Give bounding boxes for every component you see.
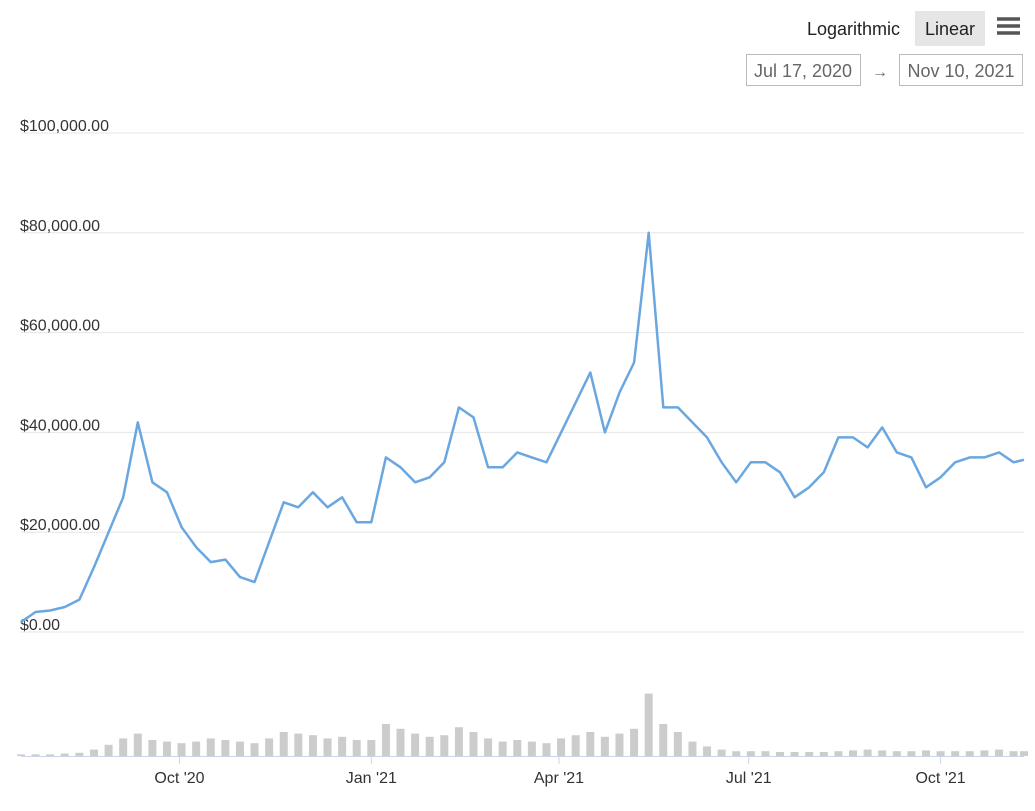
volume-bar — [863, 749, 872, 756]
y-tick-label: $60,000.00 — [20, 318, 100, 335]
volume-bar — [673, 732, 682, 756]
volume-bar — [586, 732, 595, 756]
volume-bar — [951, 751, 960, 756]
volume-bar — [440, 735, 449, 756]
y-tick-label: $40,000.00 — [20, 417, 100, 434]
x-tick-label: Oct '20 — [154, 770, 204, 787]
volume-bar — [703, 746, 712, 756]
volume-bar — [192, 741, 201, 756]
volume-bar — [104, 744, 113, 756]
y-tick-label: $20,000.00 — [20, 517, 100, 534]
volume-bar — [89, 749, 98, 756]
volume-bar — [206, 738, 215, 756]
volume-bar — [630, 728, 639, 756]
volume-bar — [308, 735, 317, 756]
volume-bar — [965, 751, 974, 756]
volume-bar — [381, 724, 390, 756]
volume-bar — [133, 733, 142, 756]
volume-bar — [834, 751, 843, 756]
volume-bar — [60, 753, 69, 756]
volume-bar — [498, 741, 507, 756]
volume-bar — [513, 740, 522, 756]
volume-bar — [17, 754, 25, 756]
volume-bar — [600, 736, 609, 756]
volume-bar — [936, 751, 945, 756]
volume-bar — [411, 733, 420, 756]
scale-linear-bg[interactable] — [915, 11, 985, 46]
volume-bar — [980, 750, 989, 756]
price-line — [20, 231, 1025, 624]
volume-bar — [425, 736, 434, 756]
volume-bar — [746, 751, 755, 756]
volume-bar — [732, 751, 741, 756]
volume-bar — [367, 740, 376, 756]
volume-bar — [878, 750, 887, 756]
volume-bar — [659, 724, 668, 756]
range-to-box[interactable] — [899, 54, 1023, 86]
volume-bar — [688, 741, 697, 756]
y-tick-label: $100,000.00 — [20, 118, 109, 135]
volume-bar — [396, 728, 405, 756]
volume-bar — [46, 754, 55, 756]
volume-bar — [119, 738, 128, 756]
y-tick-label: $0.00 — [20, 617, 60, 634]
volume-bar — [279, 732, 288, 756]
volume-bar — [352, 740, 361, 756]
volume-bar — [644, 693, 653, 756]
menu-icon[interactable] — [997, 17, 1020, 35]
scale-linear-button[interactable]: Linear — [925, 19, 975, 39]
volume-bar — [469, 732, 478, 756]
volume-bar — [921, 750, 930, 756]
range-separator: → — [872, 64, 888, 81]
volume-bar — [717, 749, 726, 756]
volume-bar — [221, 740, 230, 756]
volume-bar — [542, 743, 551, 756]
volume-bar — [1009, 751, 1018, 756]
volume-bar — [265, 738, 274, 756]
volume-bar — [75, 752, 84, 756]
volume-bar — [338, 736, 347, 756]
volume-bar — [294, 733, 303, 756]
volume-bar — [776, 752, 785, 756]
x-tick-label: Oct '21 — [915, 770, 965, 787]
volume-bar — [615, 733, 624, 756]
volume-bar — [907, 751, 916, 756]
volume-bar — [31, 754, 40, 756]
scale-log-button[interactable]: Logarithmic — [807, 19, 900, 39]
x-tick-label: Jan '21 — [346, 770, 397, 787]
volume-bar — [323, 738, 332, 756]
volume-bar — [527, 741, 536, 756]
volume-bar — [994, 749, 1003, 756]
x-tick-label: Apr '21 — [534, 770, 584, 787]
x-tick-label: Jul '21 — [726, 770, 772, 787]
volume-bar — [235, 741, 244, 756]
volume-bar — [849, 750, 858, 756]
range-to[interactable]: Nov 10, 2021 — [907, 61, 1014, 81]
volume-bar — [250, 743, 259, 756]
volume-bar — [484, 738, 493, 756]
volume-bar — [177, 743, 186, 756]
volume-bar — [162, 741, 171, 756]
range-from[interactable]: Jul 17, 2020 — [754, 61, 852, 81]
volume-bar — [892, 751, 901, 756]
volume-bar — [571, 735, 580, 756]
volume-bar — [557, 738, 566, 756]
volume-bar — [1020, 751, 1028, 756]
range-from-box[interactable] — [746, 54, 861, 86]
volume-bar — [454, 727, 463, 756]
volume-bar — [819, 752, 828, 756]
volume-bar — [805, 752, 814, 756]
volume-bar — [790, 752, 799, 756]
volume-bar — [761, 751, 770, 756]
y-tick-label: $80,000.00 — [20, 218, 100, 235]
volume-bar — [148, 740, 157, 756]
